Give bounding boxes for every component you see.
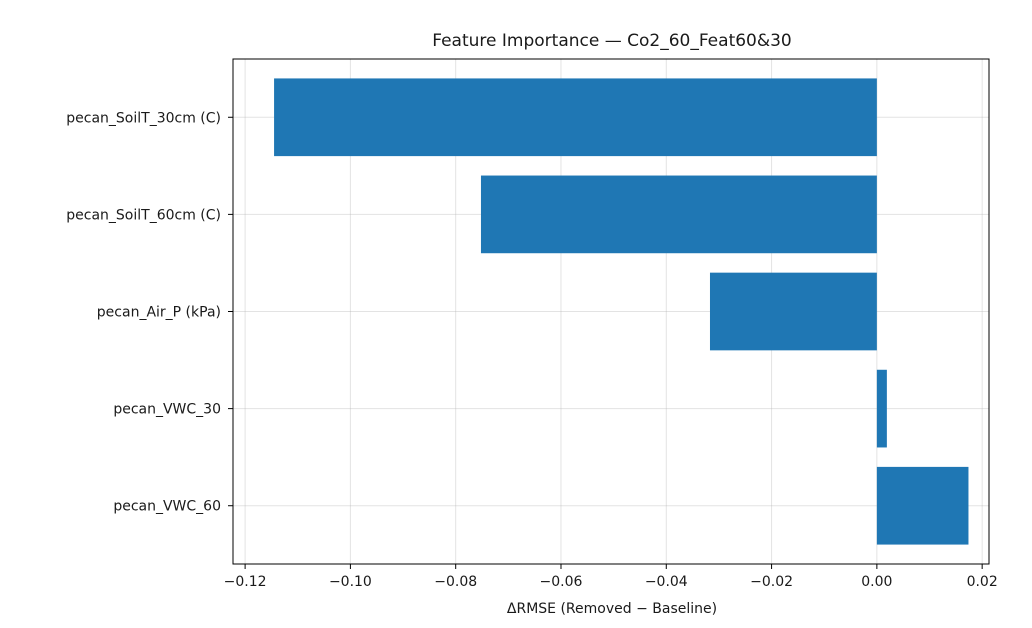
y-tick-label: pecan_VWC_60	[113, 499, 221, 515]
y-tick-label: pecan_VWC_30	[113, 402, 221, 418]
bar	[274, 78, 877, 157]
y-tick-label: pecan_SoilT_60cm (C)	[66, 207, 221, 223]
bar	[876, 466, 969, 545]
x-tick-label: 0.00	[861, 574, 892, 590]
x-tick-label: −0.02	[750, 574, 793, 590]
x-tick-label: −0.10	[329, 574, 372, 590]
bar	[876, 369, 887, 448]
x-axis-label: ΔRMSE (Removed − Baseline)	[507, 601, 717, 617]
x-tick-label: −0.12	[224, 574, 267, 590]
bars	[274, 78, 969, 545]
y-tick-label: pecan_SoilT_30cm (C)	[66, 110, 221, 126]
y-tick-label: pecan_Air_P (kPa)	[97, 305, 221, 321]
x-tick-label: 0.02	[967, 574, 998, 590]
bar	[709, 272, 877, 351]
bar	[480, 175, 877, 254]
chart-title: Feature Importance — Co2_60_Feat60&30	[432, 31, 792, 51]
x-tick-label: −0.08	[434, 574, 477, 590]
x-tick-label: −0.06	[540, 574, 583, 590]
x-tick-label: −0.04	[645, 574, 688, 590]
axis-ticks: −0.12 −0.10 −0.08 −0.06 −0.04 −0.02 0.00 0.02 pe…	[66, 110, 997, 590]
